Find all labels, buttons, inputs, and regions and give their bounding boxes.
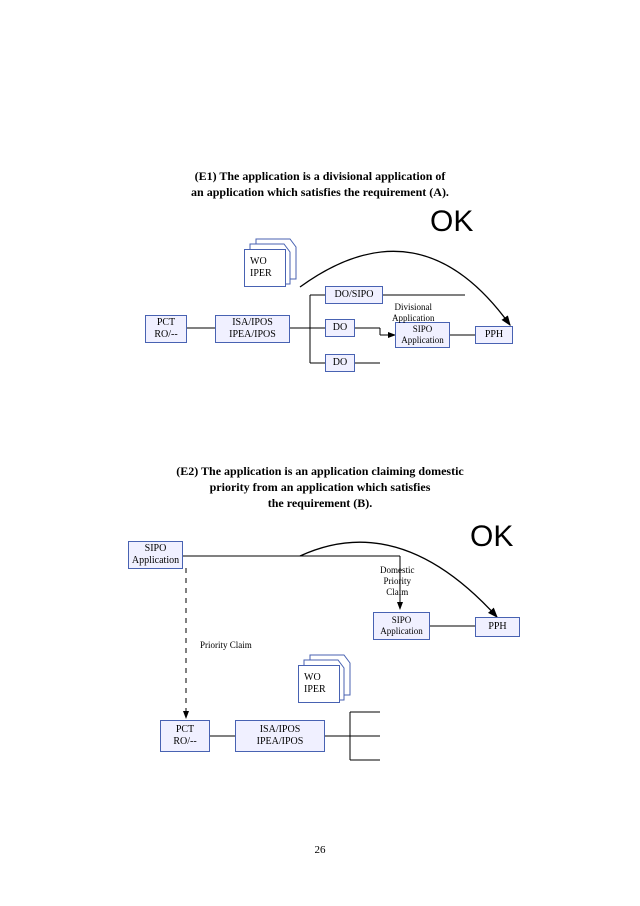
e2-ok: OK (470, 520, 513, 554)
e2-title-line3: the requirement (B). (268, 496, 373, 510)
e2-domestic-label: Domestic Priority Claim (380, 565, 415, 597)
e2-pph: PPH (475, 617, 520, 637)
e2-title-line2: priority from an application which satis… (210, 480, 431, 494)
e2-isa: ISA/IPOS IPEA/IPOS (235, 720, 325, 752)
page-number: 26 (0, 844, 640, 856)
e1-svg (0, 0, 640, 906)
e2-sipo-app: SIPO Application (373, 612, 430, 640)
e1-pph: PPH (475, 326, 513, 344)
e2-wo-iper-doc: WO IPER (298, 665, 340, 703)
e1-sipo-app: SIPO Application (395, 322, 450, 348)
e2-sipo-top: SIPO Application (128, 541, 183, 569)
e1-do1: DO (325, 319, 355, 337)
e1-divisional-label: Divisional Application (392, 302, 435, 324)
e1-wo-iper-doc: WO IPER (244, 249, 286, 287)
e1-do-sipo: DO/SIPO (325, 286, 383, 304)
e2-pct: PCT RO/-- (160, 720, 210, 752)
e1-isa: ISA/IPOS IPEA/IPOS (215, 315, 290, 343)
e1-pct: PCT RO/-- (145, 315, 187, 343)
e1-do2: DO (325, 354, 355, 372)
e2-title-line1: (E2) The application is an application c… (176, 464, 463, 478)
e2-title: (E2) The application is an application c… (0, 463, 640, 512)
e2-priority-label: Priority Claim (200, 640, 252, 651)
